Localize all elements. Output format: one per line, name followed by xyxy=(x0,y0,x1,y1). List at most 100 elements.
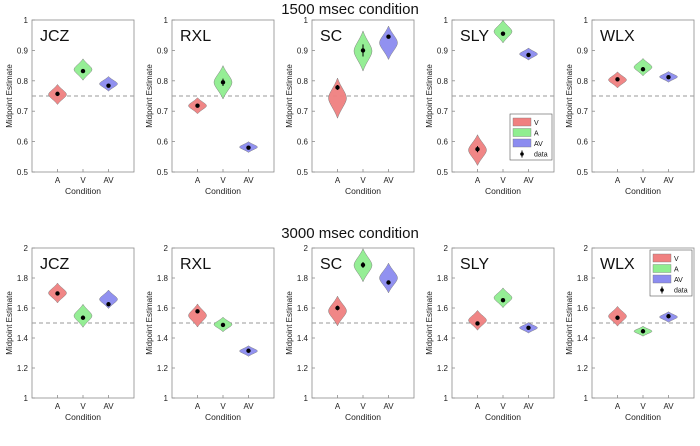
y-tick-label: 0.8 xyxy=(157,77,169,86)
y-axis-label: Midpoint Estimate xyxy=(145,64,154,128)
y-tick-label: 1.2 xyxy=(437,364,449,373)
x-axis-label: Condition xyxy=(205,412,241,422)
x-axis-label: Condition xyxy=(205,186,241,196)
violin-av xyxy=(99,289,118,309)
y-tick-label: 1.6 xyxy=(297,304,309,313)
legend-swatch-av xyxy=(652,274,672,284)
panel-title: SLY xyxy=(460,256,489,273)
panel-title: WLX xyxy=(600,256,635,273)
violin-av xyxy=(379,25,398,61)
y-tick-label: 0.5 xyxy=(157,168,169,177)
y-tick-label: 1 xyxy=(444,16,449,25)
data-point xyxy=(246,348,251,353)
legend-data-marker xyxy=(660,288,664,292)
data-point xyxy=(360,262,366,268)
y-tick-label: 1.6 xyxy=(17,304,29,313)
y-tick-label: 1 xyxy=(584,394,589,403)
y-tick-label: 0.5 xyxy=(297,168,309,177)
y-tick-label: 0.6 xyxy=(437,138,449,147)
y-tick-label: 0.7 xyxy=(437,107,449,116)
x-tick-label: AV xyxy=(663,176,674,185)
y-tick-label: 1.4 xyxy=(157,334,169,343)
data-point xyxy=(615,315,620,320)
y-axis-label: Midpoint Estimate xyxy=(565,64,574,128)
violin-a xyxy=(188,303,207,328)
y-tick-label: 1 xyxy=(584,16,589,25)
data-point xyxy=(106,83,111,88)
y-axis-label: Midpoint Estimate xyxy=(5,291,14,355)
legend-label: A xyxy=(534,131,539,138)
legend-label: V xyxy=(674,256,679,263)
data-point xyxy=(335,305,340,311)
data-point xyxy=(246,145,251,150)
row-title: 3000 msec condition xyxy=(281,225,419,242)
x-tick-label: A xyxy=(55,176,61,185)
y-tick-label: 1.2 xyxy=(297,364,309,373)
x-tick-label: AV xyxy=(103,402,114,411)
panel-title: JCZ xyxy=(40,28,70,45)
x-tick-label: A xyxy=(55,402,61,411)
x-tick-label: A xyxy=(335,176,341,185)
y-tick-label: 2 xyxy=(444,244,449,253)
y-tick-label: 1.4 xyxy=(297,334,309,343)
y-axis-label: Midpoint Estimate xyxy=(285,291,294,355)
x-axis-label: Condition xyxy=(65,412,101,422)
x-tick-label: AV xyxy=(243,176,254,185)
x-tick-label: A xyxy=(335,402,341,411)
x-tick-label: V xyxy=(360,402,366,411)
x-tick-label: A xyxy=(615,402,621,411)
legend-swatch-v xyxy=(652,253,672,263)
data-point xyxy=(55,91,60,97)
x-axis-label: Condition xyxy=(485,186,521,196)
y-tick-label: 1.6 xyxy=(157,304,169,313)
x-tick-label: V xyxy=(360,176,366,185)
data-point xyxy=(500,298,506,303)
legend-swatch-av xyxy=(512,138,532,148)
data-point xyxy=(526,52,531,58)
y-tick-label: 0.8 xyxy=(577,77,589,86)
legend-swatch-a xyxy=(512,128,532,137)
x-tick-label: V xyxy=(500,176,506,185)
y-tick-label: 1.4 xyxy=(17,334,29,343)
panel-title: SLY xyxy=(460,28,489,45)
data-point xyxy=(220,80,226,85)
y-tick-label: 1 xyxy=(444,394,449,403)
data-point xyxy=(335,85,340,90)
data-point xyxy=(80,315,86,320)
data-point xyxy=(666,74,671,80)
y-tick-label: 1.6 xyxy=(437,304,449,313)
y-tick-label: 1.6 xyxy=(577,304,589,313)
y-axis-label: Midpoint Estimate xyxy=(145,291,154,355)
y-tick-label: 2 xyxy=(304,244,309,253)
y-tick-label: 0.9 xyxy=(437,46,449,55)
panel-title: SC xyxy=(320,256,342,273)
x-axis-label: Condition xyxy=(345,412,381,422)
x-tick-label: V xyxy=(80,402,86,411)
row-title: 1500 msec condition xyxy=(281,1,419,18)
y-tick-label: 2 xyxy=(584,244,589,253)
y-tick-label: 0.5 xyxy=(17,168,29,177)
x-axis-label: Condition xyxy=(345,186,381,196)
y-tick-label: 1 xyxy=(164,16,169,25)
y-tick-label: 0.9 xyxy=(577,46,589,55)
y-axis-label: Midpoint Estimate xyxy=(425,291,434,355)
y-axis-label: Midpoint Estimate xyxy=(285,64,294,128)
x-tick-label: AV xyxy=(383,176,394,185)
panel-title: RXL xyxy=(180,256,211,273)
data-point xyxy=(666,314,671,319)
x-tick-label: AV xyxy=(243,402,254,411)
legend-label: A xyxy=(674,267,679,274)
y-tick-label: 1 xyxy=(304,394,309,403)
x-tick-label: A xyxy=(615,176,621,185)
y-tick-label: 1 xyxy=(24,394,29,403)
